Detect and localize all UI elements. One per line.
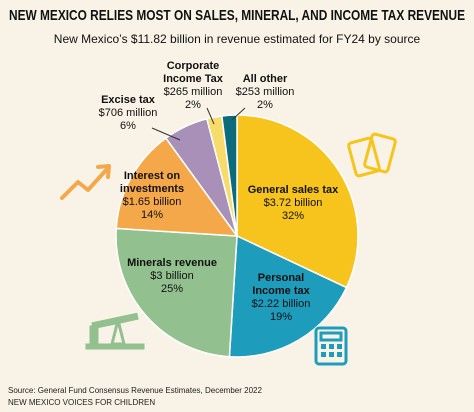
slice-name: Personal Income tax xyxy=(252,272,310,297)
slice-percent: 19% xyxy=(269,311,293,323)
pie-slice xyxy=(236,114,359,289)
pie-slice xyxy=(115,137,239,237)
card-icon xyxy=(347,132,397,178)
slice-amount: $253 million xyxy=(235,86,295,98)
slice-percent: 25% xyxy=(160,283,184,295)
growth-icon xyxy=(60,164,111,200)
slice-name: General sales tax xyxy=(247,184,339,196)
leader-line xyxy=(231,107,246,121)
slice-name: Interest on investments xyxy=(119,170,185,195)
leader-line xyxy=(151,127,181,141)
chart-subtitle: New Mexico’s $11.82 billion in revenue e… xyxy=(54,32,421,46)
leader-line xyxy=(206,107,215,125)
slice-percent: 32% xyxy=(281,210,305,222)
slice-label: General sales tax $3.72 billion 32% xyxy=(243,184,343,223)
chart-title: NEW MEXICO RELIES MOST ON SALES, MINERAL… xyxy=(9,7,465,24)
pie-slice xyxy=(228,234,348,358)
slice-name: All other xyxy=(242,73,288,85)
slice-name: Minerals revenue xyxy=(127,257,217,269)
slice-label: Interest on investments $1.65 billion 14% xyxy=(112,170,192,222)
pie-slice xyxy=(115,227,238,358)
oil-pump-icon xyxy=(85,312,145,350)
slice-name: Corporate Income Tax xyxy=(163,60,223,85)
slice-percent: 6% xyxy=(120,120,136,132)
slice-amount: $2.22 billion xyxy=(251,298,311,310)
slice-amount: $1.65 billion xyxy=(122,196,182,208)
slice-amount: $265 million xyxy=(163,86,223,98)
slice-percent: 2% xyxy=(257,99,273,111)
credit-note: NEW MEXICO VOICES FOR CHILDREN xyxy=(8,398,155,407)
slice-percent: 14% xyxy=(140,209,164,221)
slice-name: Excise tax xyxy=(101,94,155,106)
slice-amount: $706 million xyxy=(98,107,158,119)
calculator-icon xyxy=(314,326,348,366)
slice-percent: 2% xyxy=(185,99,201,111)
source-note: Source: General Fund Consensus Revenue E… xyxy=(8,386,262,395)
pie xyxy=(115,114,359,358)
slice-amount: $3.72 billion xyxy=(263,197,323,209)
slice-label: Minerals revenue $3 billion 25% xyxy=(117,257,227,296)
slice-label: All other $253 million 2% xyxy=(225,73,305,112)
slice-label: Personal Income tax $2.22 billion 19% xyxy=(241,272,321,324)
slice-label: Corporate Income Tax $265 million 2% xyxy=(153,60,233,112)
slice-label: Excise tax $706 million 6% xyxy=(88,94,168,133)
leader-lines xyxy=(151,107,246,141)
slice-amount: $3 billion xyxy=(150,270,194,282)
